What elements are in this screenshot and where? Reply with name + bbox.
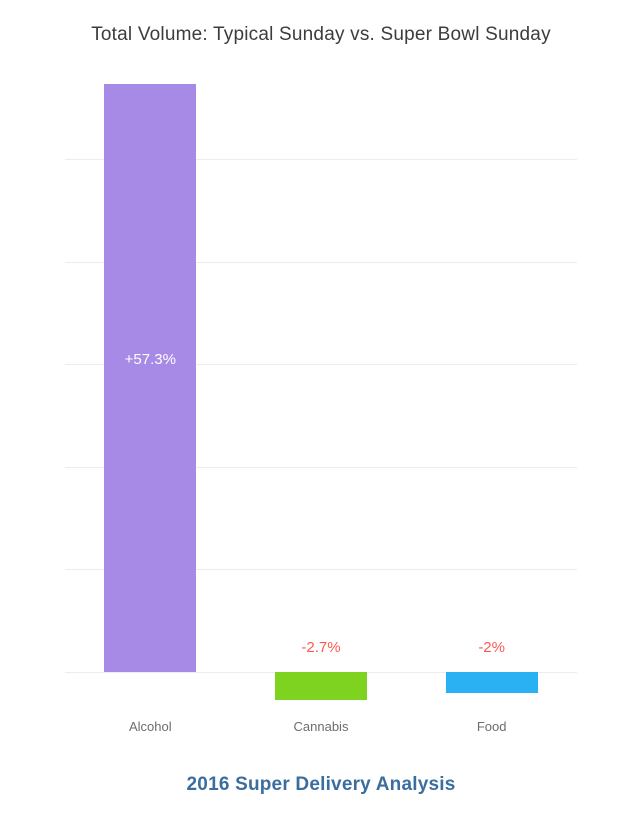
bar-group-cannabis: -2.7% Cannabis (236, 82, 407, 744)
chart-title: Total Volume: Typical Sunday vs. Super B… (91, 24, 551, 45)
category-label-food: Food (476, 719, 507, 734)
value-label-alcohol: +57.3% (124, 351, 176, 369)
category-label-cannabis: Cannabis (293, 719, 349, 734)
chart-caption: 2016 Super Delivery Analysis (186, 774, 456, 795)
bar-group-alcohol: +57.3% Alcohol (65, 82, 236, 744)
value-label-food: -2% (478, 639, 505, 656)
gridline (65, 158, 577, 160)
gridline (65, 364, 577, 366)
bar-cannabis (274, 672, 367, 700)
bar-group-food: -2% Food (406, 82, 577, 744)
plot-area: +57.3% Alcohol -2.7% Cannabis -2% Food (65, 82, 577, 744)
gridline (65, 261, 577, 263)
value-label-cannabis: -2.7% (301, 639, 341, 656)
bar-alcohol (104, 84, 197, 672)
bar-food (445, 672, 538, 693)
gridline (65, 466, 577, 468)
category-label-alcohol: Alcohol (129, 719, 172, 734)
gridline (65, 569, 577, 571)
